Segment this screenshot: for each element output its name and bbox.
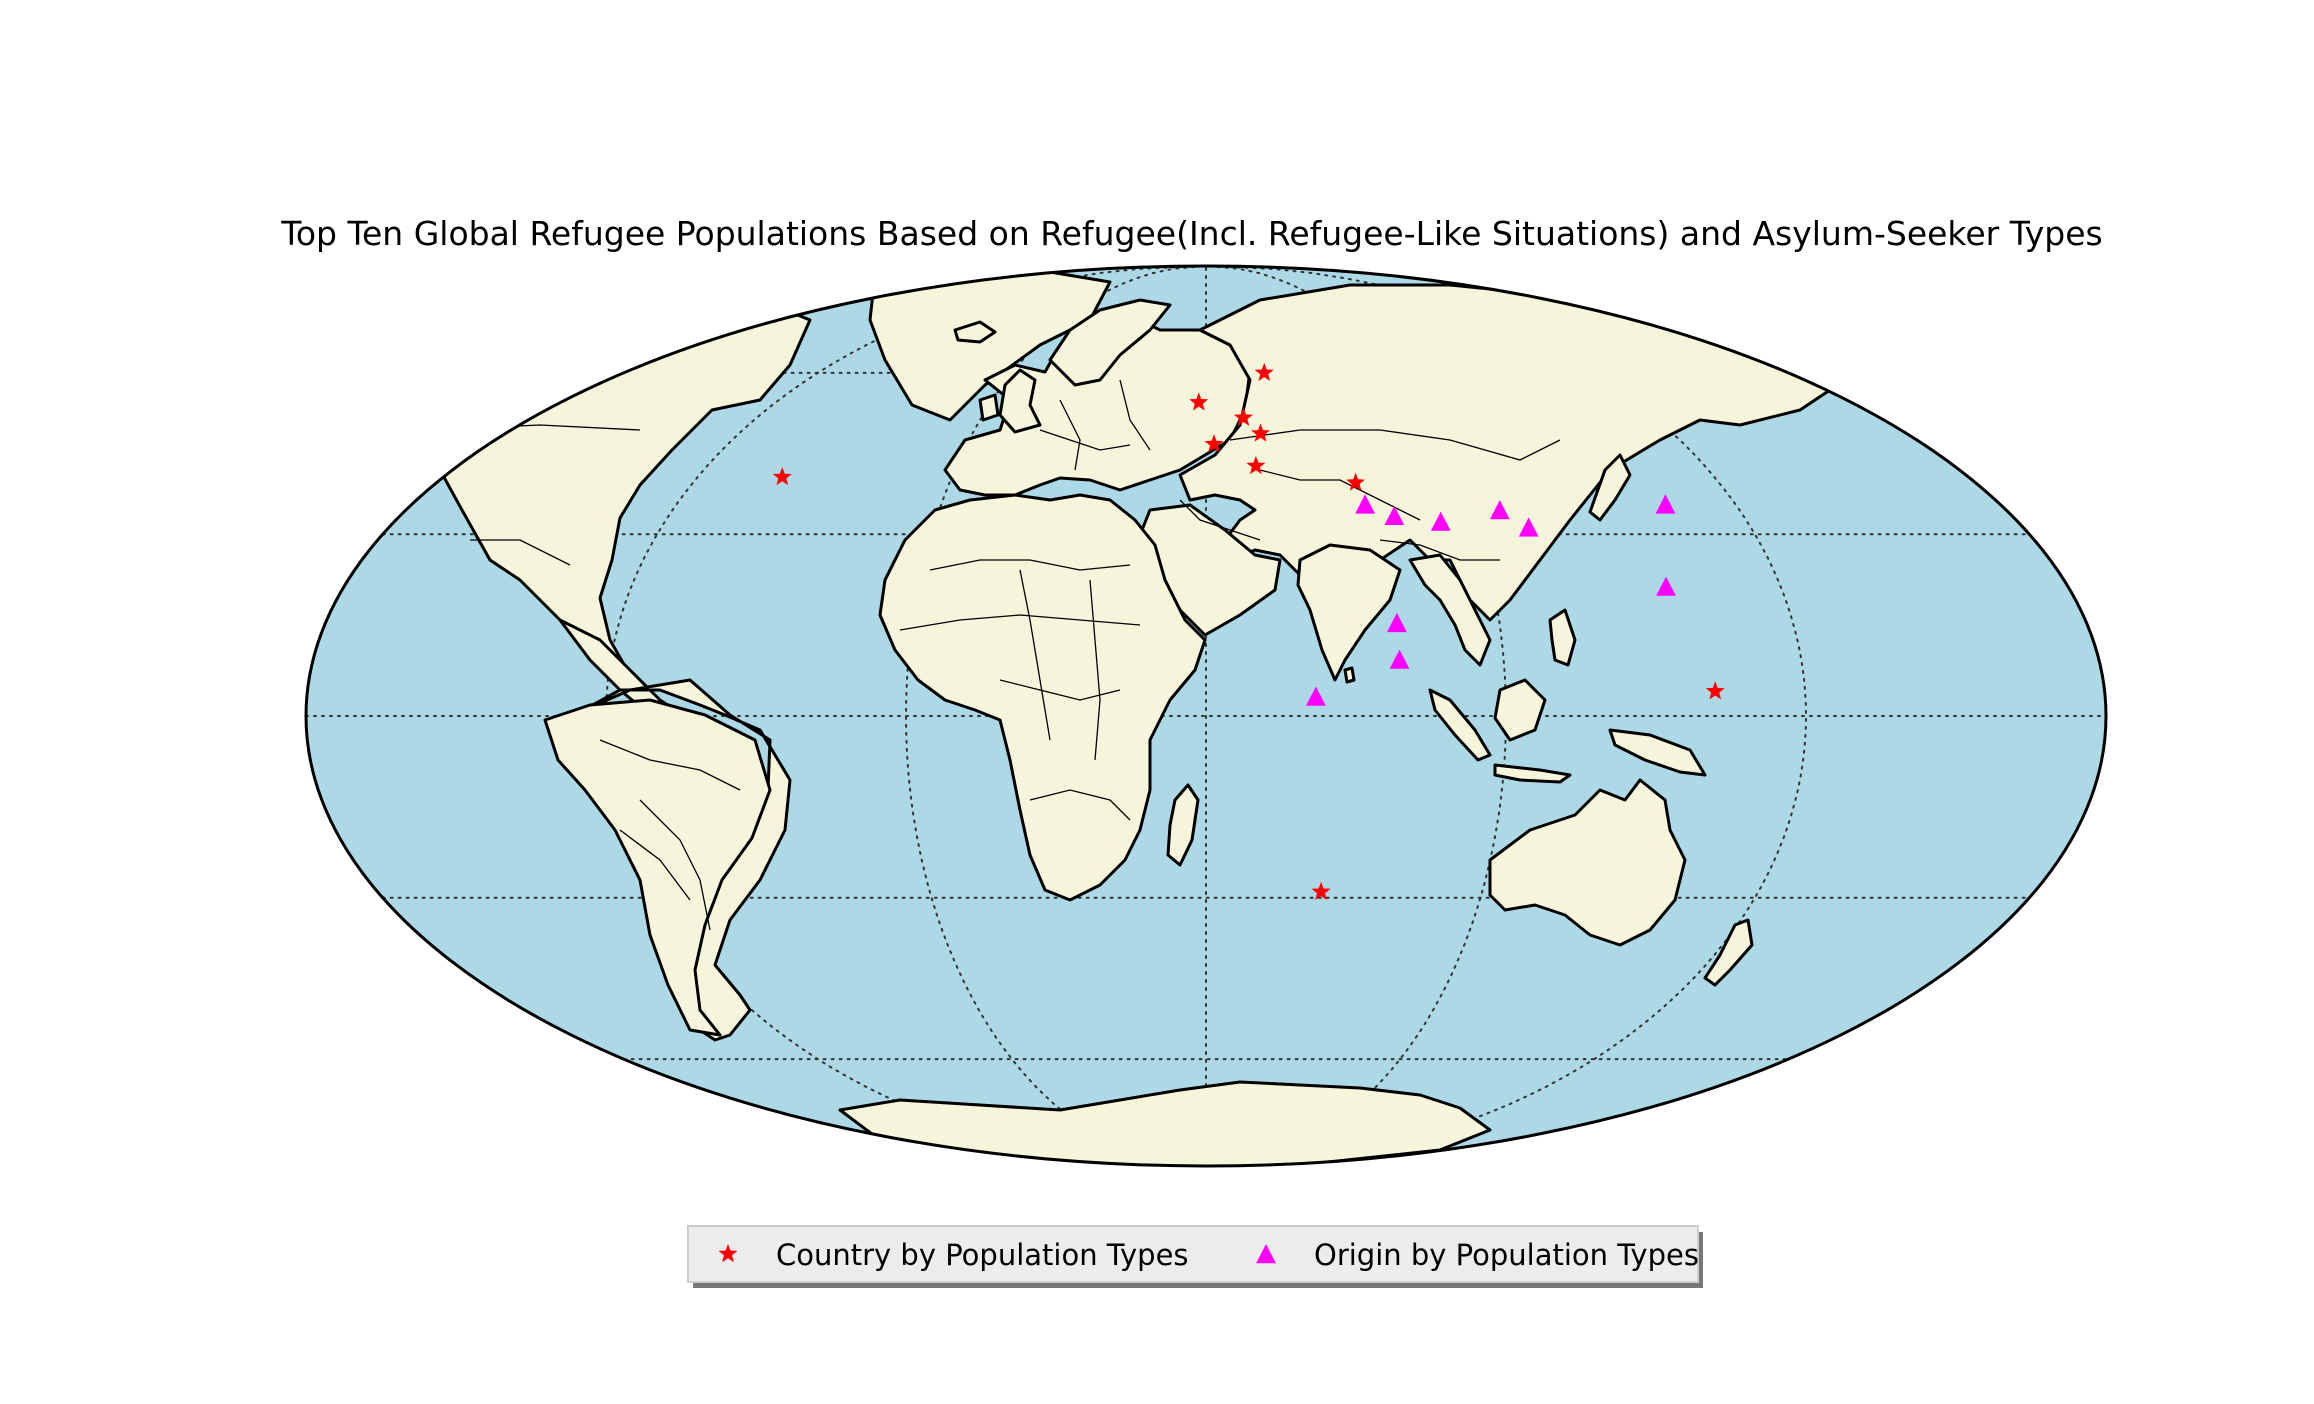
land-madagascar xyxy=(1166,783,1200,867)
land-japan xyxy=(1588,453,1632,522)
border-europe-c xyxy=(1119,379,1151,451)
land-new-zealand xyxy=(1703,918,1754,987)
border-russia xyxy=(1229,429,1561,461)
country-borders xyxy=(429,379,1561,931)
land-india xyxy=(1296,543,1402,682)
country-star-marker xyxy=(1346,472,1366,491)
country-star-marker xyxy=(1233,407,1253,426)
border-south-america-b xyxy=(639,799,711,931)
border-sahel xyxy=(899,614,1141,631)
land-philippines xyxy=(1548,608,1577,667)
land-antarctica xyxy=(838,1080,1492,1166)
land-scandinavia xyxy=(1048,298,1172,387)
origin-triangle-marker xyxy=(1384,505,1405,525)
border-china-south xyxy=(1379,539,1500,561)
country-star-marker xyxy=(1311,881,1331,900)
country-star-marker xyxy=(1204,434,1224,453)
border-central-asia xyxy=(1259,469,1421,521)
land-sri-lanka xyxy=(1343,666,1356,684)
land-iceland xyxy=(953,320,997,344)
border-middle-east xyxy=(1179,499,1261,541)
origin-triangle-marker xyxy=(1387,612,1407,633)
data-markers xyxy=(772,362,1725,900)
border-north-africa xyxy=(929,559,1131,571)
origin-triangle-marker xyxy=(1430,511,1451,531)
legend-box xyxy=(687,1225,1699,1283)
land-borneo xyxy=(1493,678,1547,742)
country-star-marker xyxy=(1189,392,1209,411)
legend: Country by Population Types Origin by Po… xyxy=(687,1225,1703,1288)
border-south-africa xyxy=(1029,789,1131,821)
border-africa-vertical-b xyxy=(1089,579,1101,761)
origin-triangle-marker xyxy=(1656,576,1676,596)
country-star-marker xyxy=(1254,362,1274,381)
map-boundary xyxy=(304,264,2108,1168)
country-star-marker xyxy=(1705,681,1725,700)
land-ireland xyxy=(978,393,1000,422)
border-south-america-c xyxy=(619,829,691,901)
land-new-guinea xyxy=(1608,728,1707,777)
country-star-marker xyxy=(1246,456,1266,475)
origin-triangle-marker xyxy=(1518,517,1539,537)
map-title: Top Ten Global Refugee Populations Based… xyxy=(280,214,2102,253)
border-europe-b xyxy=(1059,399,1081,471)
country-star-marker xyxy=(1251,423,1270,442)
legend-triangle-icon xyxy=(1256,1244,1276,1264)
legend-origin-label: Origin by Population Types xyxy=(1314,1238,1699,1272)
land-great-britain xyxy=(998,368,1042,434)
origin-triangle-marker xyxy=(1655,494,1676,514)
border-africa-vertical-a xyxy=(1019,569,1051,741)
border-south-america-a xyxy=(599,739,741,791)
origin-triangle-marker xyxy=(1355,494,1375,514)
border-europe-a xyxy=(1039,429,1131,451)
land-java xyxy=(1493,763,1572,784)
land-south-america-body xyxy=(543,698,772,1037)
land-sumatra xyxy=(1428,688,1492,762)
land-southeast-asia xyxy=(1408,553,1492,667)
legend-country-label: Country by Population Types xyxy=(776,1238,1189,1272)
land-australia xyxy=(1488,778,1687,947)
border-us-mexico xyxy=(470,539,571,566)
country-star-marker xyxy=(772,467,792,486)
origin-triangle-marker xyxy=(1389,649,1410,669)
legend-star-icon xyxy=(718,1244,738,1263)
origin-triangle-marker xyxy=(1306,686,1326,706)
land-south-america xyxy=(578,678,792,1042)
origin-triangle-marker xyxy=(1489,500,1510,520)
